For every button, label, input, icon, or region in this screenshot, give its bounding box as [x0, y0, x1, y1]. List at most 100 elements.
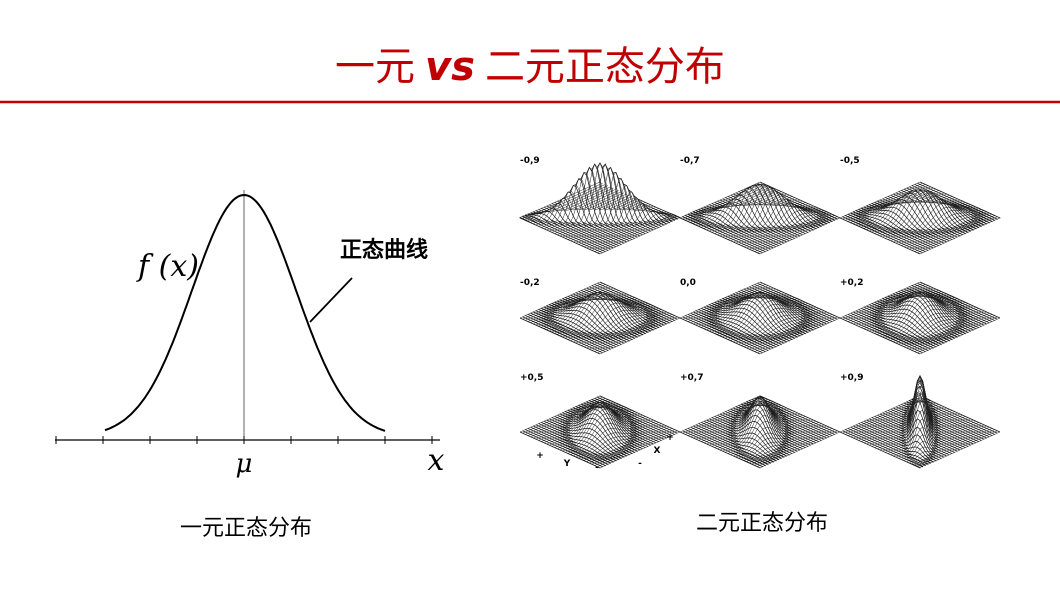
mesh-line: [709, 191, 790, 232]
mesh-line: [866, 387, 947, 445]
mesh-line: [749, 312, 830, 350]
panel-label: -0,9: [520, 156, 540, 166]
mesh-line: [730, 304, 811, 341]
mesh-strip: [687, 314, 769, 351]
surface: [519, 281, 681, 355]
mesh-line: [570, 178, 651, 242]
mesh-line: [581, 423, 662, 460]
mesh-line: [693, 287, 774, 325]
mesh-line: [533, 187, 614, 225]
mesh-line: [685, 397, 766, 435]
mesh-line: [759, 217, 841, 255]
mesh-line: [698, 290, 779, 327]
mesh-line: [554, 402, 635, 448]
panel-label: 0,0: [680, 278, 696, 288]
mesh-line: [895, 306, 977, 344]
mesh-line: [722, 184, 803, 238]
mesh-line: [871, 292, 953, 333]
mesh-line: [594, 315, 675, 352]
mesh-line: [911, 428, 993, 465]
mesh-line: [901, 209, 982, 246]
mesh-line: [735, 306, 817, 344]
mesh-line: [562, 294, 643, 338]
mesh-line: [541, 405, 622, 442]
axis-mark: +: [666, 433, 674, 443]
axis-mark: +: [536, 451, 544, 461]
mesh-line: [599, 431, 681, 469]
mesh-line: [589, 212, 670, 250]
mesh-line: [522, 282, 603, 320]
mesh-line: [567, 171, 649, 240]
mesh-strip: [850, 212, 931, 250]
mesh-line: [554, 166, 635, 234]
function-label: f (x): [136, 249, 199, 284]
mesh-line: [594, 429, 675, 466]
mesh-line: [719, 293, 801, 336]
axis-mark: Y: [563, 459, 571, 469]
mesh-line: [591, 428, 673, 465]
surface: [519, 395, 681, 469]
mesh-line: [567, 299, 649, 340]
mesh-line: [522, 182, 603, 219]
surface: [679, 281, 841, 355]
mesh-line: [690, 186, 771, 223]
pointer: [309, 277, 353, 323]
mesh-line: [679, 281, 761, 319]
mesh-line: [839, 281, 921, 319]
mesh-line: [754, 429, 835, 466]
mesh-line: [717, 292, 798, 335]
axis-label: x: [428, 443, 445, 478]
mesh-line: [741, 309, 822, 346]
mesh-line: [906, 311, 987, 349]
mesh-line: [591, 314, 673, 351]
mesh-line: [714, 292, 795, 334]
mesh-line: [893, 409, 974, 457]
title-vs: vs: [425, 44, 475, 90]
mesh-line: [746, 425, 827, 462]
mesh-line: [893, 305, 974, 342]
mesh-line: [557, 402, 638, 450]
mesh-line: [741, 423, 822, 460]
mesh-line: [903, 424, 985, 461]
mesh-line: [919, 317, 1001, 355]
mesh-strip: [682, 316, 763, 354]
mesh-line: [751, 428, 833, 465]
mesh-line: [714, 396, 795, 448]
mesh-line: [594, 214, 675, 252]
mesh-strip: [754, 284, 835, 321]
mesh-line: [898, 308, 979, 345]
curve-label: 正态曲线: [340, 237, 428, 263]
mesh-line: [679, 395, 761, 433]
mesh-line: [906, 211, 987, 249]
mesh-line: [855, 288, 937, 326]
mesh-line: [911, 213, 993, 251]
mesh-line: [839, 181, 921, 219]
mesh-line: [725, 297, 806, 339]
mesh-line: [917, 216, 998, 254]
mesh-line: [735, 202, 817, 244]
mesh-line: [839, 395, 921, 433]
mesh-line: [586, 425, 667, 462]
mesh-line: [682, 396, 763, 434]
mesh-line: [722, 400, 803, 452]
mesh-line: [903, 310, 985, 347]
slide-title: 一元 vs 二元正态分布: [335, 44, 725, 90]
panel-label: +0,5: [520, 373, 543, 383]
mesh-line: [895, 418, 977, 458]
mesh-line: [525, 398, 606, 435]
mesh-line: [538, 190, 619, 227]
mesh-strip: [532, 311, 614, 349]
surface: [839, 181, 1001, 255]
panel-label: -0,7: [680, 156, 700, 166]
mesh-strip: [522, 316, 603, 354]
mesh-line: [599, 217, 681, 255]
mesh-line: [525, 184, 606, 221]
mesh-line: [711, 397, 793, 447]
title-part: 二元正态分布: [485, 44, 725, 90]
mesh-line: [717, 184, 798, 236]
mesh-line: [570, 418, 651, 455]
mesh-line: [575, 306, 657, 344]
mesh-line: [567, 413, 649, 454]
mesh-strip: [682, 216, 763, 254]
mesh-line: [733, 419, 814, 457]
